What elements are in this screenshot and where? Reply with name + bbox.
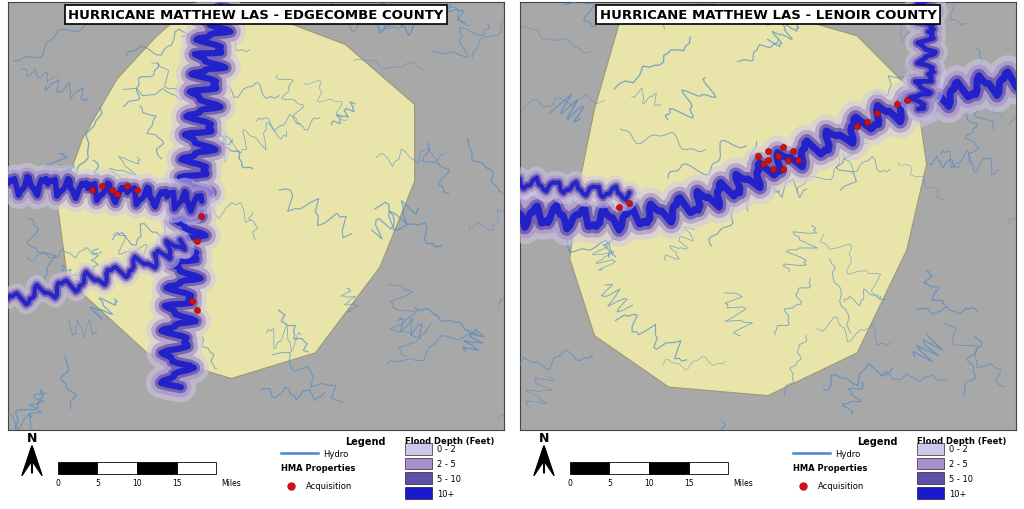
- Bar: [916, 443, 944, 455]
- Bar: [916, 487, 944, 499]
- Text: HURRICANE MATTHEW LAS - EDGECOMBE COUNTY: HURRICANE MATTHEW LAS - EDGECOMBE COUNTY: [69, 9, 443, 22]
- Text: 10: 10: [644, 478, 654, 487]
- Bar: [404, 458, 432, 469]
- Text: 10+: 10+: [949, 489, 967, 498]
- Bar: [177, 463, 216, 473]
- Polygon shape: [23, 446, 42, 475]
- Text: Miles: Miles: [733, 478, 753, 487]
- Text: Flood Depth (Feet): Flood Depth (Feet): [916, 436, 1006, 445]
- Bar: [916, 458, 944, 469]
- Text: HMA Properties: HMA Properties: [281, 464, 355, 472]
- Text: 10: 10: [132, 478, 142, 487]
- Text: Miles: Miles: [221, 478, 241, 487]
- Text: 10+: 10+: [437, 489, 455, 498]
- Bar: [404, 472, 432, 485]
- Bar: [916, 472, 944, 485]
- Bar: [57, 463, 97, 473]
- Polygon shape: [535, 446, 554, 475]
- Text: 15: 15: [172, 478, 181, 487]
- Text: 5: 5: [95, 478, 100, 487]
- Text: HURRICANE MATTHEW LAS - LENOIR COUNTY: HURRICANE MATTHEW LAS - LENOIR COUNTY: [600, 9, 936, 22]
- Bar: [97, 463, 137, 473]
- Text: N: N: [539, 431, 549, 444]
- Polygon shape: [57, 15, 415, 379]
- Text: 5: 5: [607, 478, 612, 487]
- Text: 2 - 5: 2 - 5: [949, 459, 968, 468]
- Text: 5 - 10: 5 - 10: [437, 474, 461, 483]
- Text: 0 - 2: 0 - 2: [437, 444, 456, 454]
- Text: Legend: Legend: [345, 436, 385, 446]
- Text: 0 - 2: 0 - 2: [949, 444, 968, 454]
- Bar: [649, 463, 689, 473]
- Bar: [404, 487, 432, 499]
- Text: 5 - 10: 5 - 10: [949, 474, 973, 483]
- Text: Acquisition: Acquisition: [817, 482, 864, 490]
- Text: Flood Depth (Feet): Flood Depth (Feet): [404, 436, 494, 445]
- Text: Legend: Legend: [857, 436, 897, 446]
- Text: 0: 0: [55, 478, 60, 487]
- Bar: [137, 463, 177, 473]
- Bar: [609, 463, 649, 473]
- Bar: [404, 443, 432, 455]
- Text: 15: 15: [684, 478, 693, 487]
- Text: Hydro: Hydro: [323, 449, 348, 458]
- Text: 2 - 5: 2 - 5: [437, 459, 456, 468]
- Text: N: N: [27, 431, 37, 444]
- Polygon shape: [569, 11, 927, 396]
- Text: HMA Properties: HMA Properties: [793, 464, 867, 472]
- Bar: [689, 463, 728, 473]
- Bar: [569, 463, 609, 473]
- Text: 0: 0: [567, 478, 572, 487]
- Text: Acquisition: Acquisition: [305, 482, 352, 490]
- Text: Hydro: Hydro: [835, 449, 860, 458]
